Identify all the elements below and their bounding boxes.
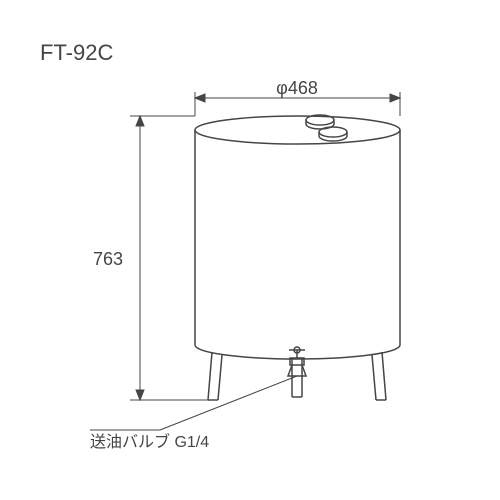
tank-leg-left	[208, 352, 222, 400]
oil-valve-icon	[288, 347, 306, 376]
valve-leader	[90, 376, 297, 430]
tank-top-ellipse	[195, 116, 400, 144]
height-dimension	[130, 116, 208, 400]
model-number: FT-92C	[40, 40, 113, 66]
valve-label: 送油バルブ G1/4	[90, 432, 209, 451]
diameter-label: φ468	[276, 80, 318, 98]
height-label: 763	[93, 249, 123, 269]
tank-leg-right	[372, 352, 386, 400]
tank-diagram: φ468 763 送油バルブ G1/4	[30, 80, 470, 460]
tank-cap-2	[319, 127, 347, 137]
